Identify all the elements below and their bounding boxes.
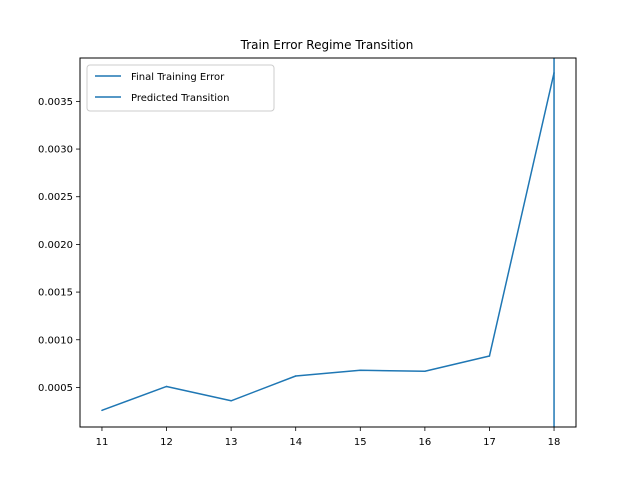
x-tick-label: 11 <box>96 437 109 448</box>
x-tick-label: 17 <box>483 437 496 448</box>
y-tick-label: 0.0015 <box>38 288 73 299</box>
plot-frame <box>79 57 577 428</box>
data-point <box>424 370 426 372</box>
data-point <box>101 409 103 412</box>
x-tick-label: 15 <box>354 437 367 448</box>
x-axis: 11 12 13 14 15 16 17 18 <box>96 427 561 448</box>
x-tick-label: 18 <box>548 437 561 448</box>
legend-box <box>86 64 275 112</box>
y-tick-label: 0.0020 <box>38 240 73 251</box>
legend-label-final-training-error: Final Training Error <box>131 72 225 83</box>
y-tick-label: 0.0035 <box>38 97 73 108</box>
data-point <box>294 375 297 377</box>
y-axis: 0.0005 0.0010 0.0015 0.0020 0.0025 0.0030 0.00… <box>38 97 80 394</box>
x-tick-label: 12 <box>160 437 173 448</box>
legend-label-predicted-transition: Predicted Transition <box>131 93 229 104</box>
x-tick-label: 16 <box>419 437 432 448</box>
y-tick-label: 0.0010 <box>38 335 73 346</box>
legend: Final Training Error Predicted Transitio… <box>86 64 275 112</box>
series-line-final-training-error <box>101 72 555 412</box>
y-tick-label: 0.0025 <box>38 192 73 203</box>
plot-area <box>101 58 555 427</box>
chart-title: Train Error Regime Transition <box>240 38 414 52</box>
x-tick-label: 13 <box>225 437 238 448</box>
x-tick-label: 14 <box>289 437 302 448</box>
y-tick-label: 0.0005 <box>38 383 73 394</box>
data-point <box>230 400 232 402</box>
y-tick-label: 0.0030 <box>38 145 73 156</box>
data-point <box>359 369 362 372</box>
data-point <box>165 385 168 388</box>
data-point <box>488 355 491 357</box>
